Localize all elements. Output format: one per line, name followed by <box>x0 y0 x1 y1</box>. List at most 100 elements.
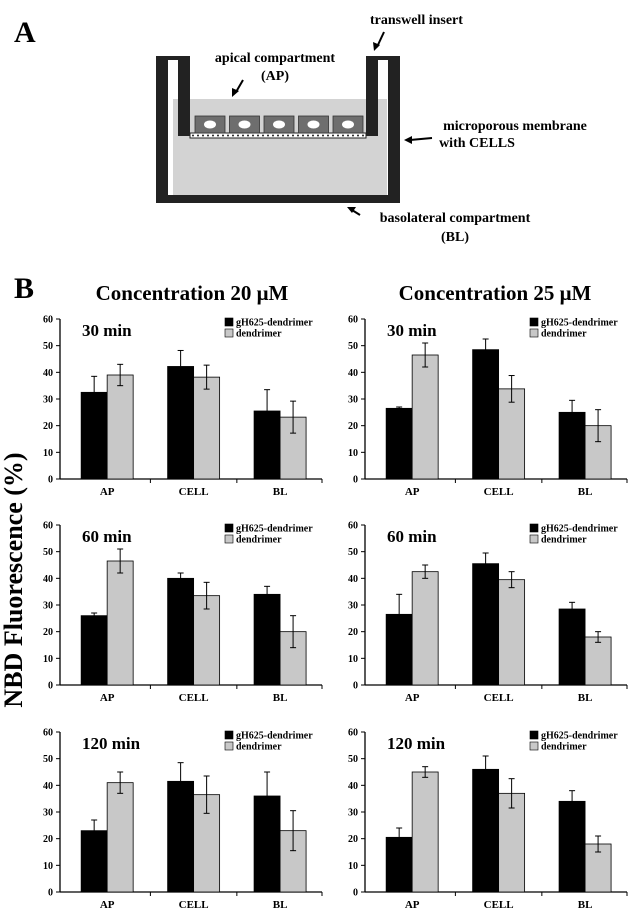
y-tick-label: 50 <box>43 341 53 352</box>
membrane-pore <box>242 134 244 137</box>
y-tick-label: 10 <box>348 861 358 872</box>
legend-label: gH625-dendrimer <box>236 318 313 329</box>
y-tick-label: 20 <box>43 834 53 845</box>
membrane-pore <box>257 134 259 137</box>
bar-chart-panel: 0 10 20 30 40 50 60 AP CELL BL 60 min gH625-dendrim… <box>43 521 323 704</box>
x-tick-label: BL <box>273 899 288 909</box>
column-title-25uM: Concentration 25 μM <box>399 281 592 305</box>
basolateral-compartment-label: basolateral compartment <box>380 211 531 226</box>
y-tick-label: 20 <box>43 421 53 432</box>
y-tick-label: 30 <box>348 395 358 406</box>
y-tick-label: 30 <box>43 601 53 612</box>
y-tick-label: 60 <box>348 728 358 739</box>
bar <box>167 780 195 893</box>
y-tick-label: 50 <box>348 547 358 558</box>
legend-label: dendrimer <box>541 535 587 546</box>
basolateral-abbrev-label: (BL) <box>441 230 469 245</box>
basolateral-medium <box>173 99 387 195</box>
x-tick-label: BL <box>578 486 593 498</box>
bar-chart-panel: 0 10 20 30 40 50 60 AP CELL BL 60 min gH625-dendrim… <box>348 521 628 704</box>
apical-arrowhead <box>232 88 239 97</box>
y-tick-label: 60 <box>43 728 53 739</box>
membrane-pore <box>347 134 349 137</box>
bar <box>498 792 526 893</box>
y-tick-label: 50 <box>43 754 53 765</box>
bar <box>411 771 439 893</box>
column-title-20uM: Concentration 20 μM <box>96 281 289 305</box>
legend-swatch <box>529 328 539 338</box>
membrane-pore <box>317 134 319 137</box>
x-tick-label: AP <box>405 486 420 498</box>
bar <box>411 571 439 686</box>
time-point-label: 60 min <box>387 527 437 546</box>
membrane-pore <box>337 134 339 137</box>
bar <box>106 374 134 480</box>
legend-label: dendrimer <box>236 742 282 753</box>
membrane-arrow <box>409 137 433 141</box>
cell-nucleus <box>342 120 354 129</box>
membrane-pore <box>202 134 204 137</box>
legend-swatch <box>529 523 539 533</box>
membrane-pore <box>357 134 359 137</box>
y-tick-label: 60 <box>43 315 53 326</box>
legend-swatch <box>224 317 234 327</box>
bar <box>411 354 439 480</box>
bar-chart-panel: 0 10 20 30 40 50 60 AP CELL BL 30 min gH625-dendrim… <box>348 315 628 498</box>
y-tick-label: 60 <box>43 521 53 532</box>
y-tick-label: 50 <box>348 754 358 765</box>
membrane-pore <box>237 134 239 137</box>
membrane-pore <box>312 134 314 137</box>
bar-chart-grid: 0 10 20 30 40 50 60 AP CELL BL 30 min gH625-dendrim… <box>43 315 628 909</box>
legend-swatch <box>529 534 539 544</box>
y-tick-label: 30 <box>43 808 53 819</box>
membrane-pore <box>197 134 199 137</box>
transwell-diagram: transwell insert apical compartment (AP)… <box>156 13 587 245</box>
membrane-pore <box>287 134 289 137</box>
membrane-pore <box>302 134 304 137</box>
bar <box>584 636 612 686</box>
legend-label: dendrimer <box>236 329 282 340</box>
membrane-pore <box>352 134 354 137</box>
y-tick-label: 40 <box>43 781 53 792</box>
bar <box>167 366 195 480</box>
x-tick-label: AP <box>100 692 115 704</box>
legend-swatch <box>224 741 234 751</box>
membrane-pore <box>192 134 194 137</box>
legend-swatch <box>224 328 234 338</box>
legend-label: gH625-dendrimer <box>541 731 618 742</box>
legend-label: gH625-dendrimer <box>236 731 313 742</box>
time-point-label: 30 min <box>82 321 132 340</box>
y-tick-label: 40 <box>43 574 53 585</box>
y-tick-label: 40 <box>43 368 53 379</box>
time-point-label: 30 min <box>387 321 437 340</box>
bar <box>193 376 221 480</box>
cell-nucleus <box>273 120 285 129</box>
time-point-label: 120 min <box>387 734 446 753</box>
cell-nucleus <box>204 120 216 129</box>
bar <box>472 768 500 893</box>
membrane-pore <box>327 134 329 137</box>
y-tick-label: 30 <box>348 601 358 612</box>
legend-label: dendrimer <box>541 742 587 753</box>
cell-layer <box>194 115 364 134</box>
membrane-pore <box>277 134 279 137</box>
bar <box>80 615 108 686</box>
x-tick-label: AP <box>100 899 115 909</box>
y-tick-label: 20 <box>348 627 358 638</box>
bar <box>253 410 281 480</box>
y-tick-label: 0 <box>48 475 53 486</box>
bar <box>253 593 281 686</box>
y-tick-label: 20 <box>348 421 358 432</box>
bar-chart-panel: 0 10 20 30 40 50 60 AP CELL BL 120 min gH625-dendri… <box>43 728 323 909</box>
legend-label: gH625-dendrimer <box>541 318 618 329</box>
bar <box>498 388 526 480</box>
bar <box>472 563 500 686</box>
x-tick-label: CELL <box>179 899 209 909</box>
y-tick-label: 40 <box>348 368 358 379</box>
membrane-pore <box>332 134 334 137</box>
bar <box>385 613 413 686</box>
membrane-pores <box>192 134 364 137</box>
bar <box>253 795 281 893</box>
outer-wall-right <box>388 56 400 202</box>
x-tick-label: BL <box>273 692 288 704</box>
